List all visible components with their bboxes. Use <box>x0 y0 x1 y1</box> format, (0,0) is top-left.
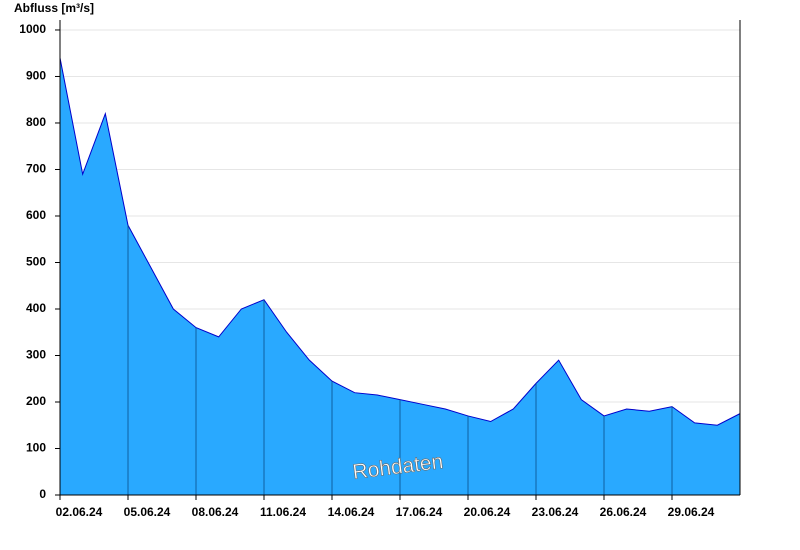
y-tick-label: 500 <box>26 255 46 269</box>
y-tick-label: 300 <box>26 348 46 362</box>
x-tick-label: 23.06.24 <box>532 505 579 519</box>
x-tick-label: 17.06.24 <box>396 505 443 519</box>
y-tick-label: 0 <box>39 487 46 501</box>
y-tick-label: 700 <box>26 162 46 176</box>
x-tick-label: 20.06.24 <box>464 505 511 519</box>
x-tick-label: 11.06.24 <box>260 505 306 519</box>
y-tick-label: 200 <box>26 394 46 408</box>
y-tick-label: 900 <box>26 69 46 83</box>
y-tick-label: 100 <box>26 441 46 455</box>
y-tick-label: 1000 <box>19 22 46 36</box>
y-tick-label: 800 <box>26 115 46 129</box>
x-tick-label: 14.06.24 <box>328 505 375 519</box>
y-tick-label: 600 <box>26 208 46 222</box>
chart-title: Abfluss [m³/s] <box>14 1 94 15</box>
y-tick-label: 400 <box>26 301 46 315</box>
x-tick-label: 26.06.24 <box>600 505 647 519</box>
x-tick-label: 05.06.24 <box>124 505 171 519</box>
x-tick-label: 29.06.24 <box>668 505 715 519</box>
x-tick-label: 08.06.24 <box>192 505 239 519</box>
x-tick-label: 02.06.24 <box>56 505 103 519</box>
area <box>60 57 740 496</box>
